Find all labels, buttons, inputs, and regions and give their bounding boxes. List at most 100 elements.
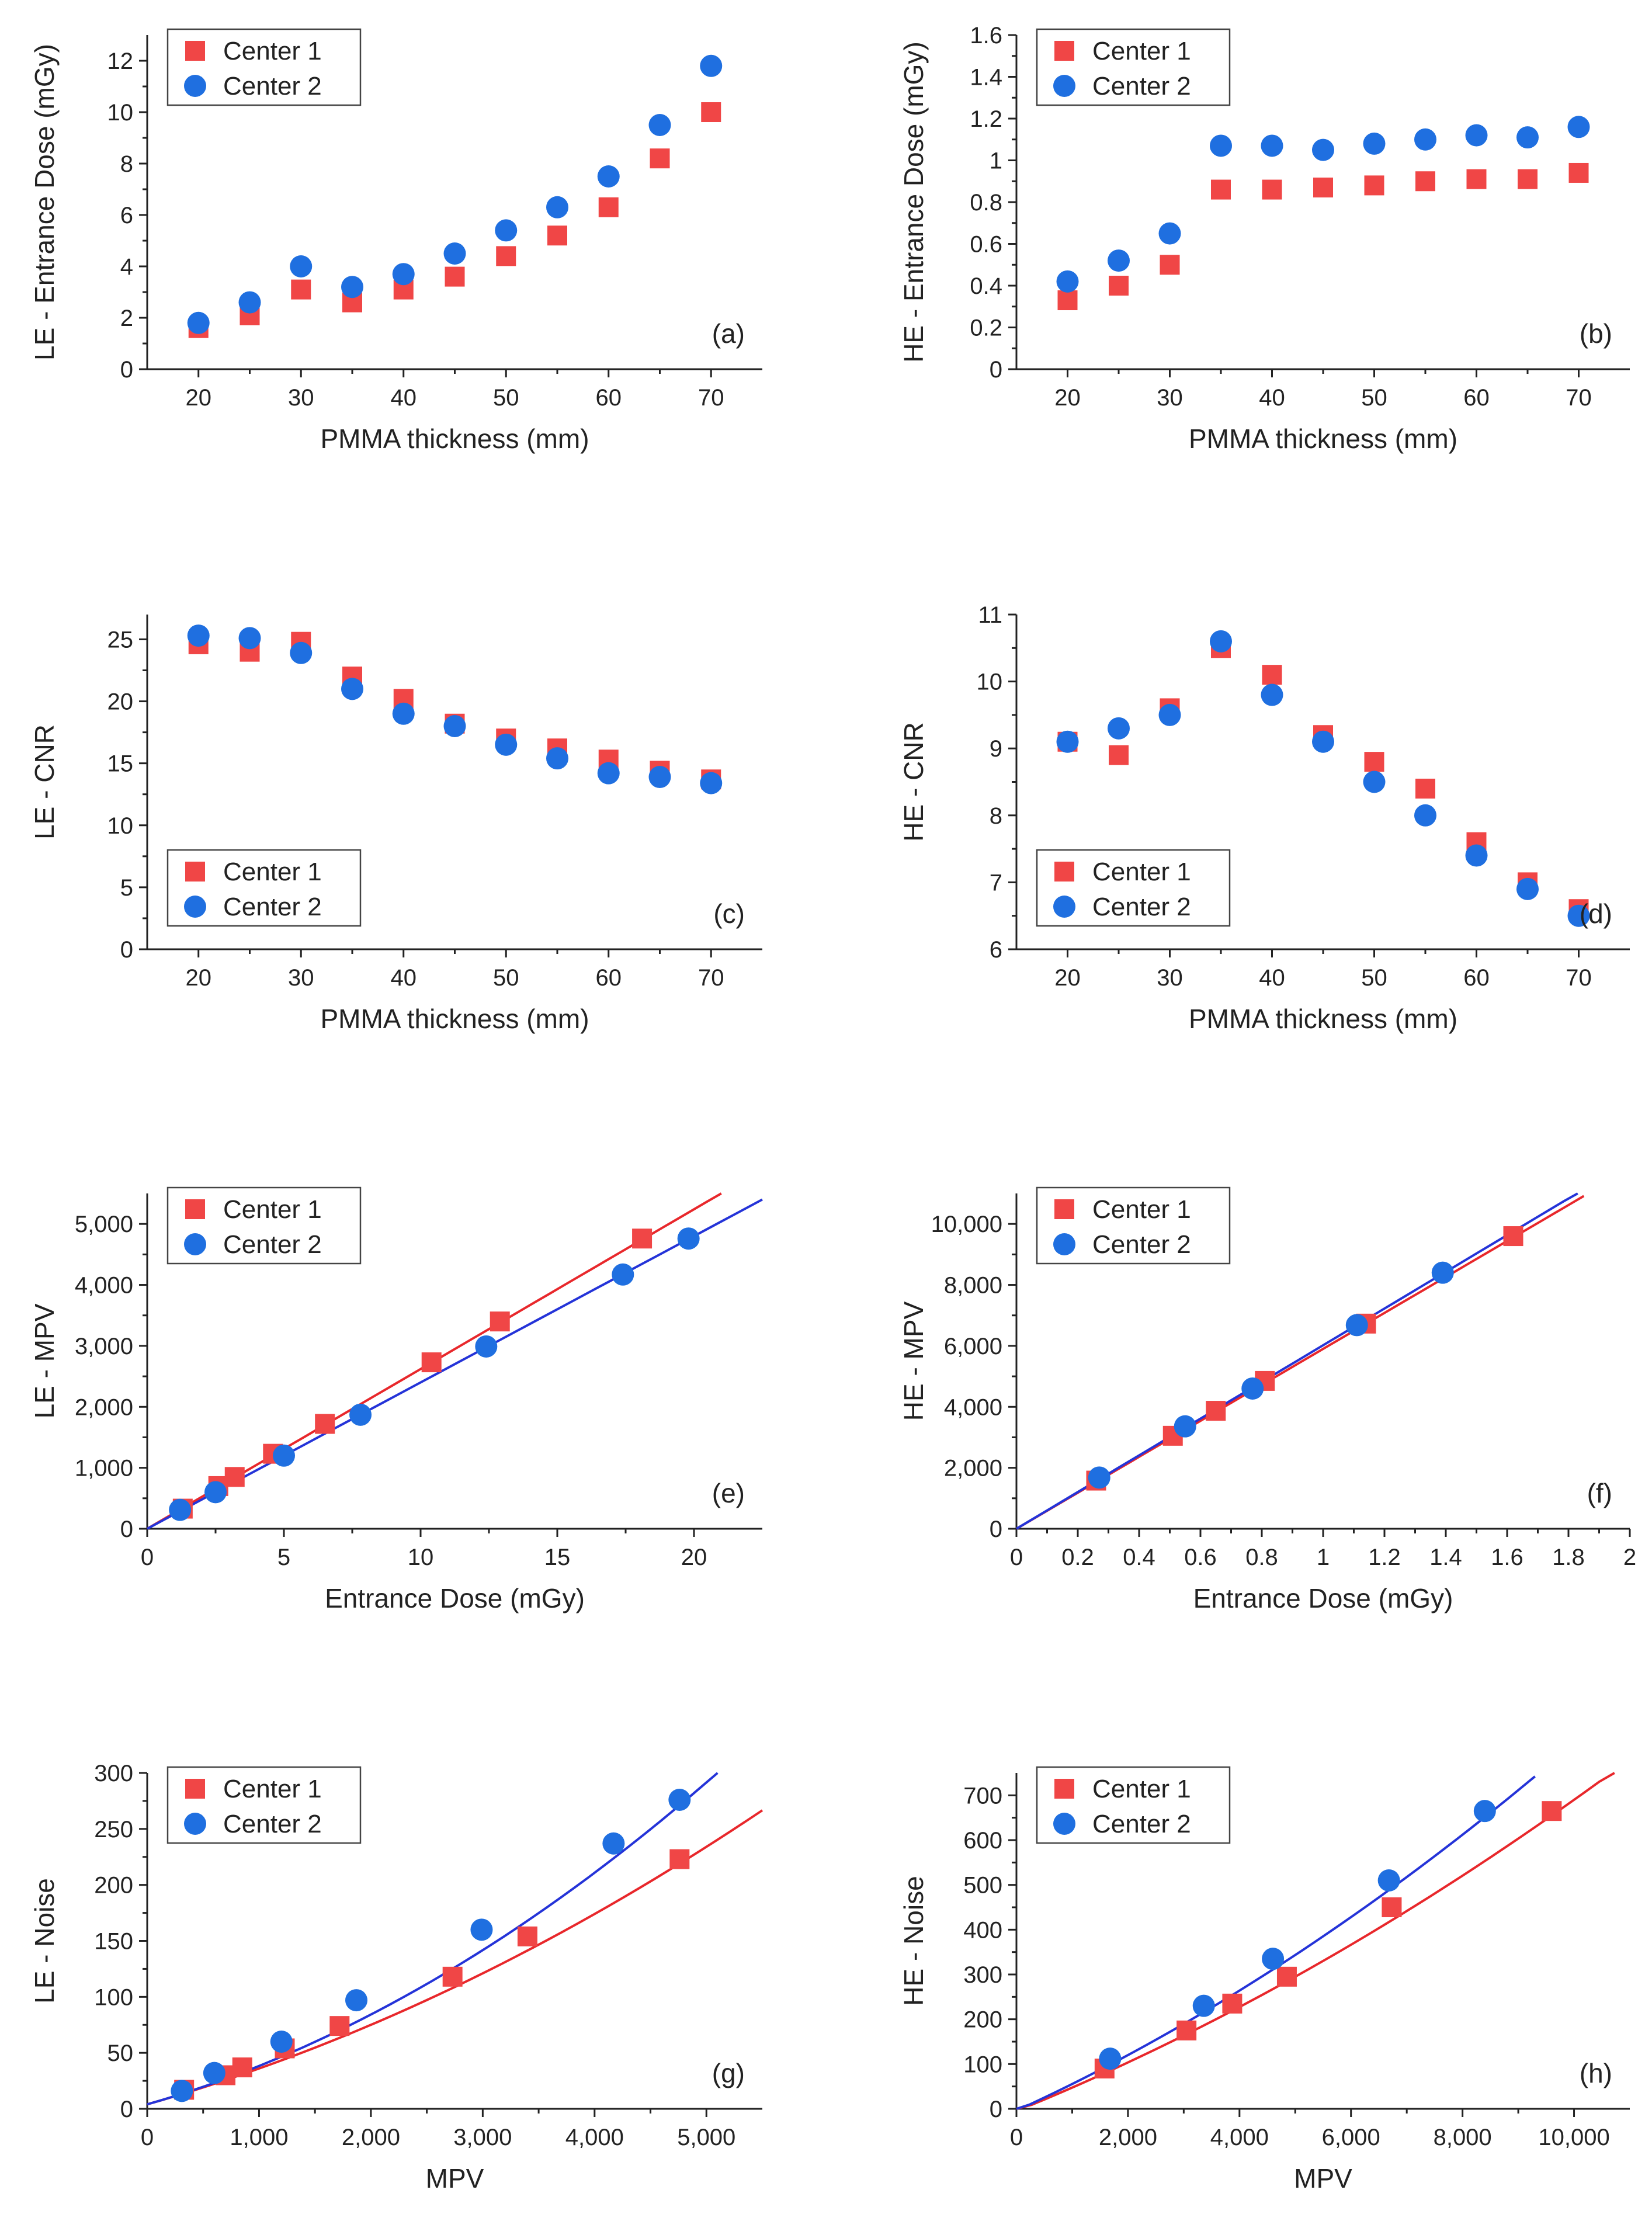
data-point-center2 — [1108, 249, 1130, 272]
x-tick-label: 0.8 — [1245, 1545, 1278, 1570]
y-tick-label: 1.2 — [970, 106, 1002, 132]
x-axis-title: PMMA thickness (mm) — [1189, 1004, 1457, 1034]
legend-marker-center2 — [1053, 75, 1075, 97]
data-point-center1 — [329, 2016, 350, 2036]
legend-marker-center2 — [184, 1233, 206, 1255]
legend: Center 1 Center 2 — [166, 1186, 362, 1265]
panel-label: (g) — [712, 2058, 745, 2088]
data-point-center2 — [169, 1498, 192, 1521]
x-tick-label: 70 — [1566, 385, 1592, 411]
data-point-center1 — [1109, 745, 1129, 765]
data-point-center2 — [1414, 804, 1436, 827]
data-point-center1 — [445, 266, 465, 287]
y-tick-label: 100 — [94, 1984, 133, 2010]
data-point-center1 — [291, 279, 311, 300]
y-tick-label: 6,000 — [944, 1334, 1002, 1359]
x-tick-label: 30 — [1157, 385, 1183, 411]
legend-label-center1: Center 1 — [1092, 1195, 1191, 1224]
data-point-center2 — [1088, 1466, 1110, 1489]
data-point-center2 — [1465, 844, 1488, 867]
legend-label-center2: Center 2 — [1092, 1230, 1191, 1259]
data-point-center2 — [700, 772, 723, 794]
panel-label: (b) — [1580, 318, 1612, 349]
data-point-center2 — [677, 1227, 700, 1250]
y-tick-label: 0.2 — [970, 315, 1002, 341]
y-tick-label: 11 — [978, 602, 1002, 628]
data-point-center2 — [546, 196, 568, 218]
x-tick-label: 20 — [186, 965, 212, 991]
data-point-center1 — [632, 1228, 653, 1249]
y-tick-label: 0 — [120, 937, 133, 963]
panel-b: 20 30 40 50 60 70 0 0.2 0.4 0.6 0.8 1 1.2 1.4 1.6 PMMA … — [898, 23, 1630, 454]
legend-label-center2: Center 2 — [223, 1230, 322, 1259]
data-point-center2 — [203, 2062, 225, 2084]
data-point-center1 — [1518, 169, 1538, 189]
data-point-center2 — [1431, 1261, 1454, 1284]
data-point-center1 — [1364, 752, 1384, 772]
panel-label: (h) — [1580, 2058, 1612, 2088]
data-point-center2 — [270, 2031, 293, 2053]
data-point-center1 — [1415, 778, 1435, 799]
data-point-center2 — [546, 747, 568, 770]
y-tick-label: 1.4 — [970, 65, 1002, 91]
legend-marker-center1 — [185, 862, 205, 882]
data-point-center2 — [1345, 1314, 1368, 1337]
y-tick-label: 150 — [94, 1929, 133, 1955]
data-point-center1 — [1503, 1226, 1523, 1247]
legend-label-center2: Center 2 — [1092, 893, 1191, 921]
x-tick-label: 5 — [277, 1545, 290, 1570]
data-point-center1 — [232, 2057, 252, 2078]
data-point-center1 — [517, 1926, 537, 1946]
data-point-center1 — [1262, 665, 1282, 685]
y-tick-label: 2,000 — [944, 1456, 1002, 1481]
y-tick-label: 2,000 — [75, 1394, 133, 1420]
y-tick-label: 300 — [94, 1761, 133, 1786]
panel-c: 20 30 40 50 60 70 0 5 10 15 20 25 PMMA thickness (mm… — [29, 615, 762, 1034]
y-tick-label: 4 — [120, 254, 133, 280]
data-point-center2 — [1261, 134, 1283, 157]
panel-d: 20 30 40 50 60 70 6 7 8 9 10 11 PMMA thickness (mm) H… — [898, 602, 1630, 1034]
data-point-center1 — [490, 1311, 510, 1332]
data-point-center1 — [1176, 2020, 1197, 2040]
legend-marker-center2 — [184, 1813, 206, 1835]
y-tick-label: 25 — [107, 627, 134, 653]
y-tick-label: 0.4 — [970, 273, 1002, 299]
legend-marker-center1 — [1054, 1779, 1074, 1799]
x-tick-label: 50 — [493, 385, 519, 411]
x-tick-label: 50 — [1361, 965, 1387, 991]
y-tick-label: 0 — [990, 2097, 1002, 2122]
data-point-center1 — [1364, 175, 1384, 196]
data-point-center2 — [1158, 222, 1181, 245]
data-point-center2 — [1567, 904, 1590, 927]
fit-line-2 — [1015, 1192, 1578, 1530]
data-point-center2 — [443, 242, 466, 265]
x-tick-label: 60 — [1463, 965, 1490, 991]
y-tick-label: 6 — [990, 937, 1002, 963]
x-tick-label: 40 — [1259, 385, 1285, 411]
data-point-center1 — [224, 1467, 245, 1487]
y-axis-title: LE - MPV — [29, 1303, 60, 1418]
data-point-center2 — [602, 1832, 625, 1855]
data-point-center2 — [597, 762, 620, 785]
x-tick-label: 20 — [681, 1545, 707, 1570]
x-tick-label: 30 — [1157, 965, 1183, 991]
legend: Center 1 Center 2 — [166, 28, 362, 106]
x-axis-title: Entrance Dose (mGy) — [325, 1583, 585, 1613]
y-tick-label: 12 — [107, 48, 134, 74]
data-point-center2 — [171, 2080, 193, 2102]
data-point-center1 — [1415, 171, 1435, 192]
x-tick-label: 0 — [141, 2125, 154, 2150]
data-point-center1 — [421, 1352, 442, 1373]
x-tick-label: 1 — [1317, 1545, 1330, 1570]
y-tick-label: 0 — [990, 1516, 1002, 1542]
data-point-center2 — [1312, 730, 1334, 753]
legend-marker-center1 — [185, 1779, 205, 1799]
legend-label-center1: Center 1 — [223, 1775, 322, 1803]
data-point-center1 — [669, 1849, 690, 1869]
data-point-center2 — [290, 641, 313, 664]
x-tick-label: 1.6 — [1491, 1545, 1523, 1570]
y-tick-label: 400 — [963, 1917, 1002, 1943]
data-point-center2 — [238, 627, 261, 650]
legend: Center 1 Center 2 — [166, 1766, 362, 1844]
x-tick-label: 40 — [391, 385, 417, 411]
